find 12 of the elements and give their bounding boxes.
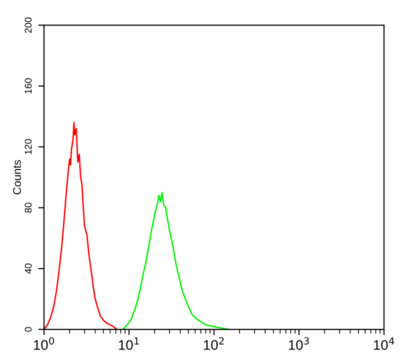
y-axis-title: Counts — [13, 160, 21, 194]
x-tick-label: 10$^{1}$ — [118, 337, 139, 350]
x-tick-label: 10$^{3}$ — [288, 337, 309, 350]
y-tick-label: 160 — [24, 78, 32, 94]
x-tick-label: 10$^{4}$ — [374, 337, 394, 350]
x-tick-label: 10$^{2}$ — [204, 337, 224, 350]
y-tick-label: 0 — [24, 327, 32, 332]
y-tick-label: 120 — [24, 139, 32, 154]
y-tick-label: 80 — [24, 202, 32, 213]
y-tick-label: 200 — [24, 17, 32, 33]
y-tick-label: 40 — [24, 264, 32, 274]
x-tick-label: 10$^{0}$ — [34, 337, 54, 350]
